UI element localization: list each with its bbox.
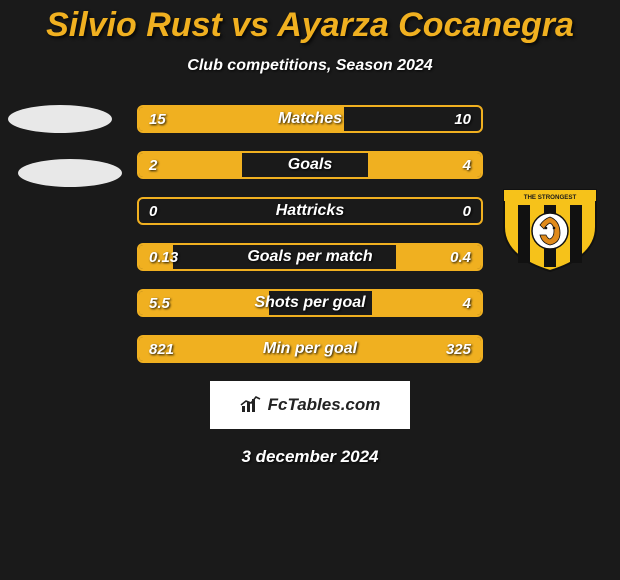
stat-row: 5.5Shots per goal4	[137, 289, 483, 317]
stat-row: 0Hattricks0	[137, 197, 483, 225]
stat-value-right: 4	[463, 291, 471, 315]
team-right-logo: THE STRONGEST	[500, 187, 600, 273]
stat-value-right: 325	[446, 337, 471, 361]
stat-value-right: 0	[463, 199, 471, 223]
player-left-photo-placeholder-1	[8, 105, 112, 133]
comparison-content: THE STRONGEST 15Matches10 2Goals4 0Hattric…	[0, 105, 620, 467]
watermark-text: FcTables.com	[268, 395, 381, 415]
player-left-photo-placeholder-2	[18, 159, 122, 187]
stats-bars: 15Matches10 2Goals4 0Hattricks0 0.13Goals p…	[137, 105, 483, 363]
stat-row: 2Goals4	[137, 151, 483, 179]
stat-label: Matches	[139, 107, 481, 131]
chart-icon	[240, 396, 262, 414]
stat-value-right: 10	[454, 107, 471, 131]
stat-row: 0.13Goals per match0.4	[137, 243, 483, 271]
svg-text:THE STRONGEST: THE STRONGEST	[524, 194, 577, 201]
stat-value-right: 0.4	[450, 245, 471, 269]
date-label: 3 december 2024	[0, 447, 620, 467]
subtitle: Club competitions, Season 2024	[0, 57, 620, 75]
stat-row: 15Matches10	[137, 105, 483, 133]
stat-label: Goals per match	[139, 245, 481, 269]
stat-label: Hattricks	[139, 199, 481, 223]
page-title: Silvio Rust vs Ayarza Cocanegra	[0, 0, 620, 45]
watermark-badge: FcTables.com	[210, 381, 410, 429]
stat-row: 821Min per goal325	[137, 335, 483, 363]
stat-label: Shots per goal	[139, 291, 481, 315]
stat-label: Goals	[139, 153, 481, 177]
stat-value-right: 4	[463, 153, 471, 177]
stat-label: Min per goal	[139, 337, 481, 361]
